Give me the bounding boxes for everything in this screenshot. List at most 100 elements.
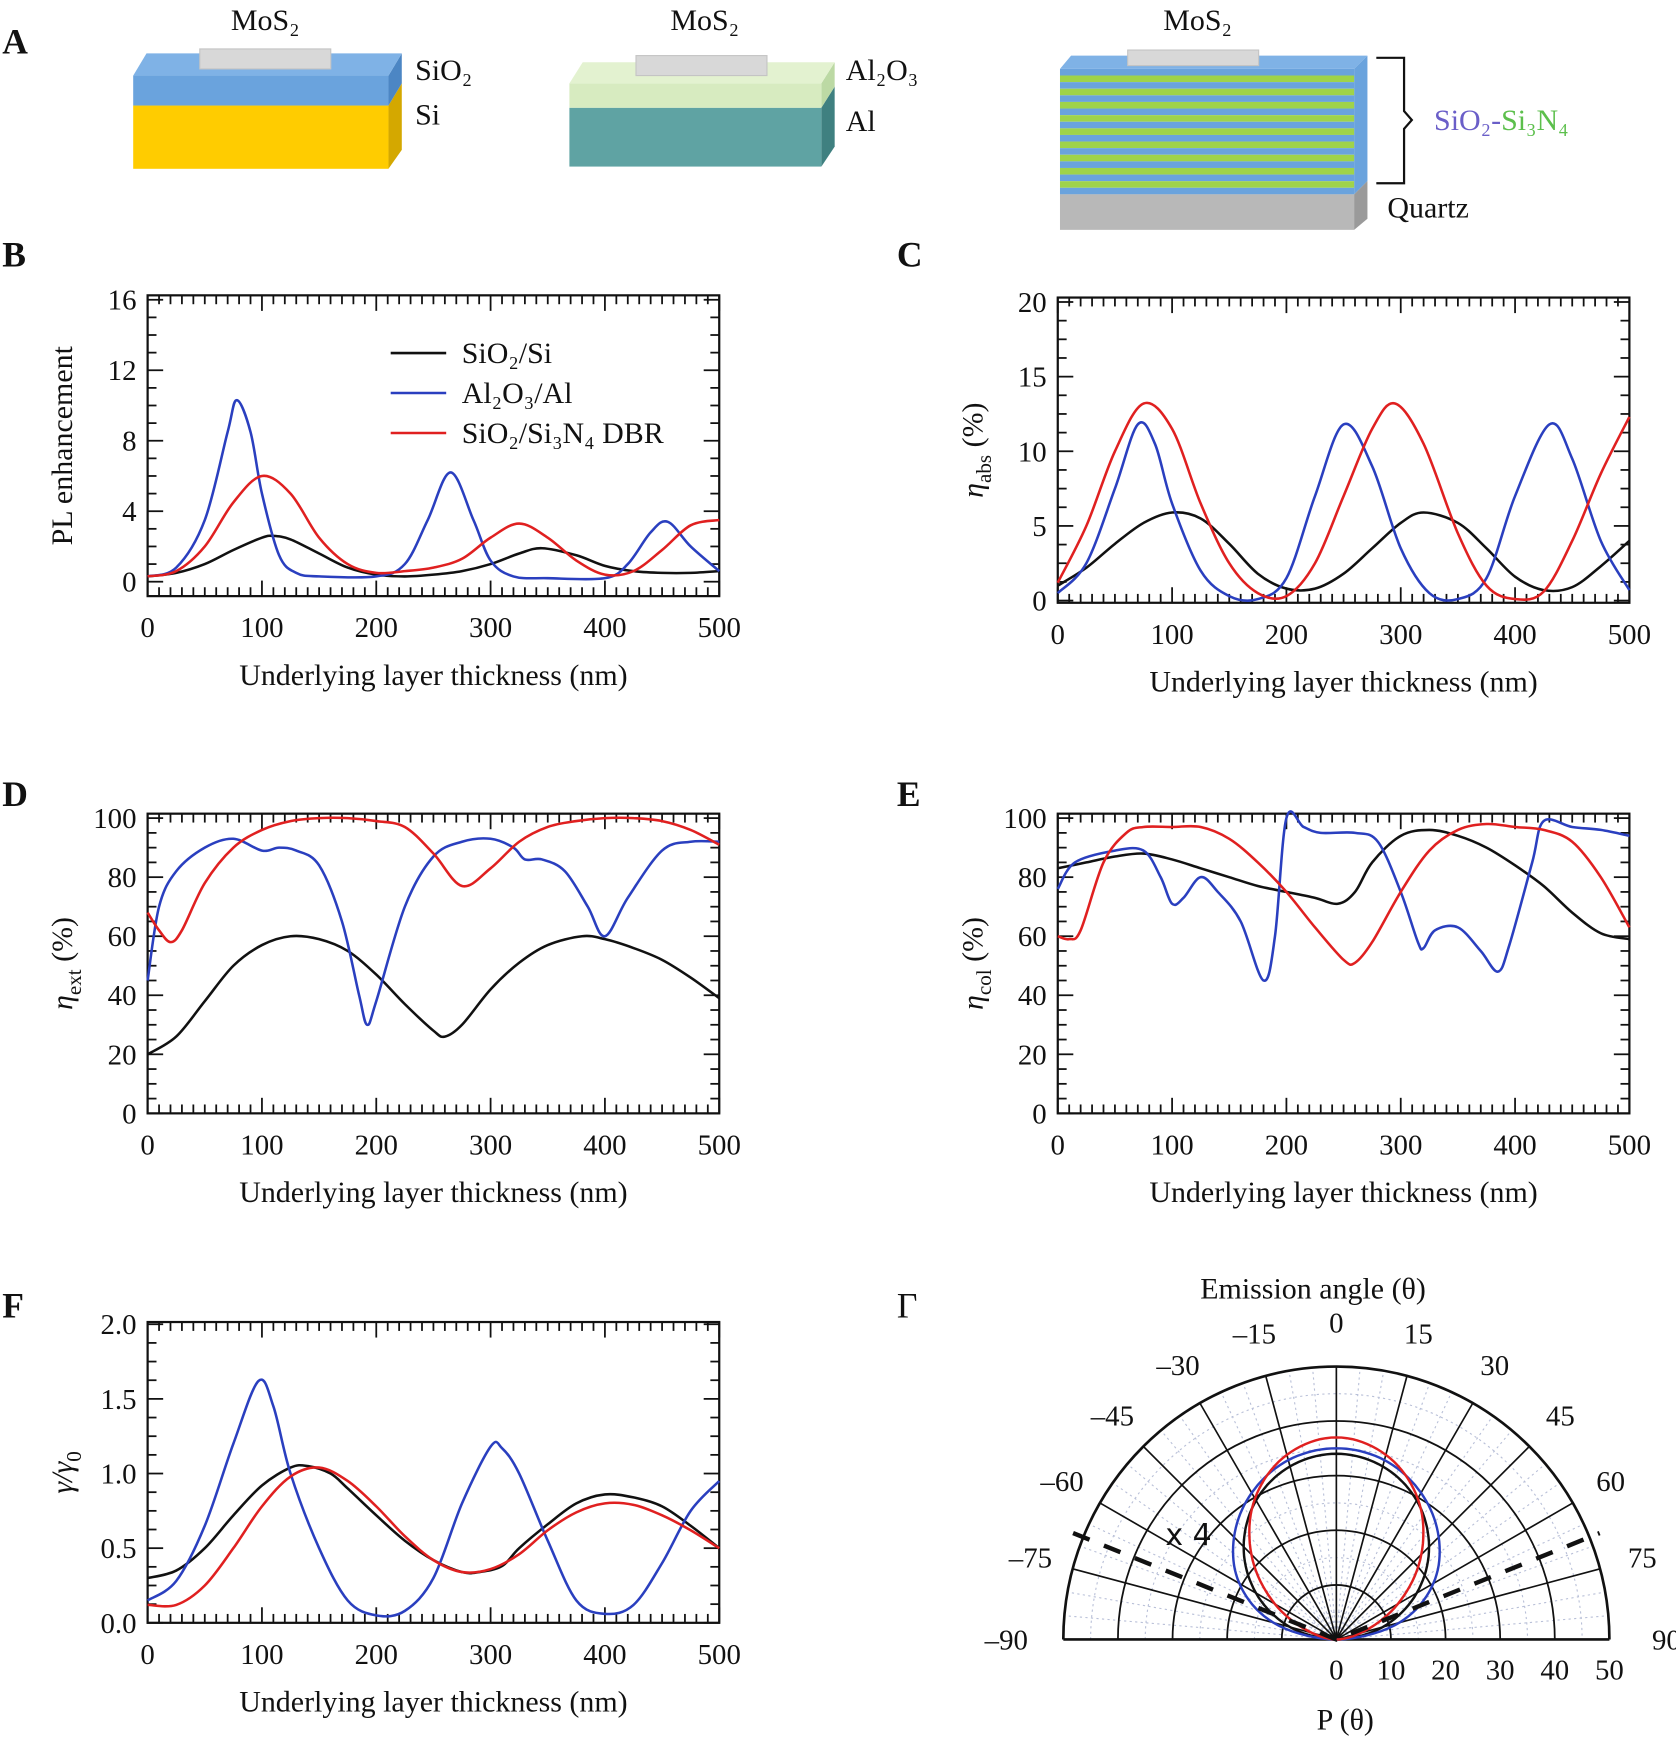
- spoke: [1199, 1402, 1338, 1640]
- series-dashed-x4: [1072, 1531, 1601, 1642]
- minor-spoke: [1064, 1615, 1337, 1641]
- minor-spoke: [1335, 1382, 1431, 1640]
- chart-D: 0 100 200 300 400 500 0 20 40 60 80 100 Underlying l…: [46, 803, 741, 1209]
- dbr-layer: [1059, 115, 1355, 122]
- y-tick-label: 100: [93, 803, 136, 835]
- plot-frame: [1056, 812, 1631, 1115]
- x-axis-label: Underlying layer thickness (nm): [239, 1686, 627, 1719]
- y-tick-label: 80: [108, 862, 137, 894]
- minor-spoke: [1242, 1382, 1337, 1640]
- quartz-substrate: [1059, 194, 1355, 230]
- spoke: [1335, 1445, 1531, 1641]
- r-tick-label: 0: [1329, 1654, 1343, 1686]
- minor-spoke: [1335, 1367, 1361, 1640]
- y-tick-label: 60: [108, 921, 137, 953]
- y-tick-label: 0: [1032, 1098, 1046, 1130]
- panel-letter-e: E: [897, 774, 921, 814]
- y-tick-label: 5: [1032, 511, 1046, 543]
- x-tick-label: 100: [1150, 619, 1193, 651]
- y-tick-label: 4: [122, 496, 136, 528]
- y-axis-label: ηabs (%): [956, 402, 996, 497]
- y-tick-label: 10: [1018, 436, 1047, 468]
- x-tick-label: 500: [1608, 619, 1651, 651]
- theta-tick-label: –30: [1155, 1350, 1199, 1382]
- r-tick-label: 10: [1377, 1654, 1406, 1686]
- x-tick-label: 100: [240, 1129, 283, 1161]
- legend-label: Al₂O₃/Al: [462, 377, 573, 410]
- al-label: Al: [846, 105, 876, 138]
- sio2-side: [388, 53, 402, 106]
- dbr-layer: [1059, 148, 1355, 155]
- chart-B: 0 100 200 300 400 500 0 4 8 12 16 Underlying layer …: [46, 285, 741, 692]
- minor-spoke: [1126, 1463, 1337, 1640]
- y-tick-label: 0.5: [100, 1533, 136, 1565]
- mos2-flake: [635, 55, 768, 77]
- y-tick-label: 80: [1018, 862, 1047, 894]
- x-tick-label: 0: [1051, 1129, 1065, 1161]
- x-axis-label: Underlying layer thickness (nm): [239, 1176, 627, 1209]
- minor-spoke: [1336, 1615, 1609, 1641]
- x-axis-label: Underlying layer thickness (nm): [1149, 1176, 1537, 1209]
- y-tick-label: 40: [108, 980, 137, 1012]
- x-tick-label: 400: [583, 1129, 626, 1161]
- y-tick-label: 0.0: [100, 1608, 136, 1640]
- spoke: [1335, 1375, 1408, 1640]
- y-axis-label-unit: (%): [956, 402, 989, 454]
- minor-spoke: [1088, 1523, 1337, 1640]
- schematic-sio2-si: MoS₂ SiO₂ Si: [133, 4, 472, 169]
- r-tick-label: 20: [1431, 1654, 1460, 1686]
- y-axis-label-sub: 0: [62, 1451, 86, 1462]
- r-tick-label: 30: [1486, 1654, 1515, 1686]
- x-axis-label: Underlying layer thickness (nm): [1149, 666, 1537, 699]
- plot-frame: [146, 294, 721, 598]
- series-line-0: [1057, 828, 1630, 941]
- dbr-layer: [1059, 95, 1355, 102]
- plot-frame: [1056, 296, 1631, 604]
- y-axis-label-main: η: [46, 995, 79, 1010]
- minor-spoke: [1220, 1391, 1337, 1640]
- dbr-layer: [1059, 101, 1355, 109]
- series-line-0: [1057, 511, 1631, 593]
- y-tick-label: 40: [1018, 980, 1047, 1012]
- y-tick-label: 0: [122, 567, 136, 599]
- stack-label-sep: -: [1491, 104, 1501, 137]
- theta-tick-label: 75: [1628, 1542, 1657, 1574]
- minor-spoke: [1335, 1415, 1494, 1640]
- x-tick-label: 300: [469, 612, 512, 644]
- series-line-0: [147, 534, 720, 578]
- chart-E: 0 100 200 300 400 500 0 20 40 60 80 100 Underlying l…: [956, 803, 1651, 1209]
- dbr-layer: [1059, 181, 1355, 188]
- y-tick-label: 2.0: [100, 1309, 136, 1341]
- series-line-1: [1056, 421, 1631, 602]
- plot-frame: [146, 1320, 721, 1624]
- dbr-stack: [1059, 55, 1368, 195]
- x-axis-label: Underlying layer thickness (nm): [239, 659, 627, 692]
- x-tick-label: 500: [698, 1129, 741, 1161]
- series-line-1: [147, 398, 721, 581]
- series-lobe-1: [1231, 1447, 1441, 1641]
- y-tick-label: 1.0: [100, 1459, 136, 1491]
- x-tick-label: 0: [140, 1639, 154, 1671]
- y-axis-label-sub: abs: [972, 455, 996, 483]
- mos2-flake: [1127, 49, 1260, 67]
- theta-tick-label: 15: [1404, 1319, 1433, 1351]
- series-line-2: [147, 1466, 720, 1608]
- al2o3-layer: [569, 83, 822, 108]
- series-line-2: [146, 816, 720, 944]
- theta-tick-label: 0: [1329, 1308, 1343, 1340]
- x-tick-label: 200: [1265, 619, 1308, 651]
- x-tick-label: 0: [140, 1129, 154, 1161]
- x-tick-label: 0: [140, 612, 154, 644]
- theta-tick-label: 30: [1480, 1350, 1509, 1382]
- al-layer: [569, 107, 822, 167]
- spoke: [1072, 1567, 1337, 1641]
- chart-F: 0 100 200 300 400 500 0.0 0.5 1.0 1.5 2.0 Underlyin…: [46, 1309, 741, 1718]
- theta-tick-label: –75: [1008, 1542, 1052, 1574]
- dbr-layer: [1059, 134, 1355, 142]
- dbr-layer: [1059, 108, 1355, 116]
- y-axis-label-sub: ext: [62, 969, 86, 995]
- panel-letter-b: B: [2, 234, 26, 274]
- stack-label-si3n4: Si₃N₄: [1501, 104, 1569, 137]
- series-line-2: [1056, 401, 1631, 601]
- x-tick-label: 200: [355, 1639, 398, 1671]
